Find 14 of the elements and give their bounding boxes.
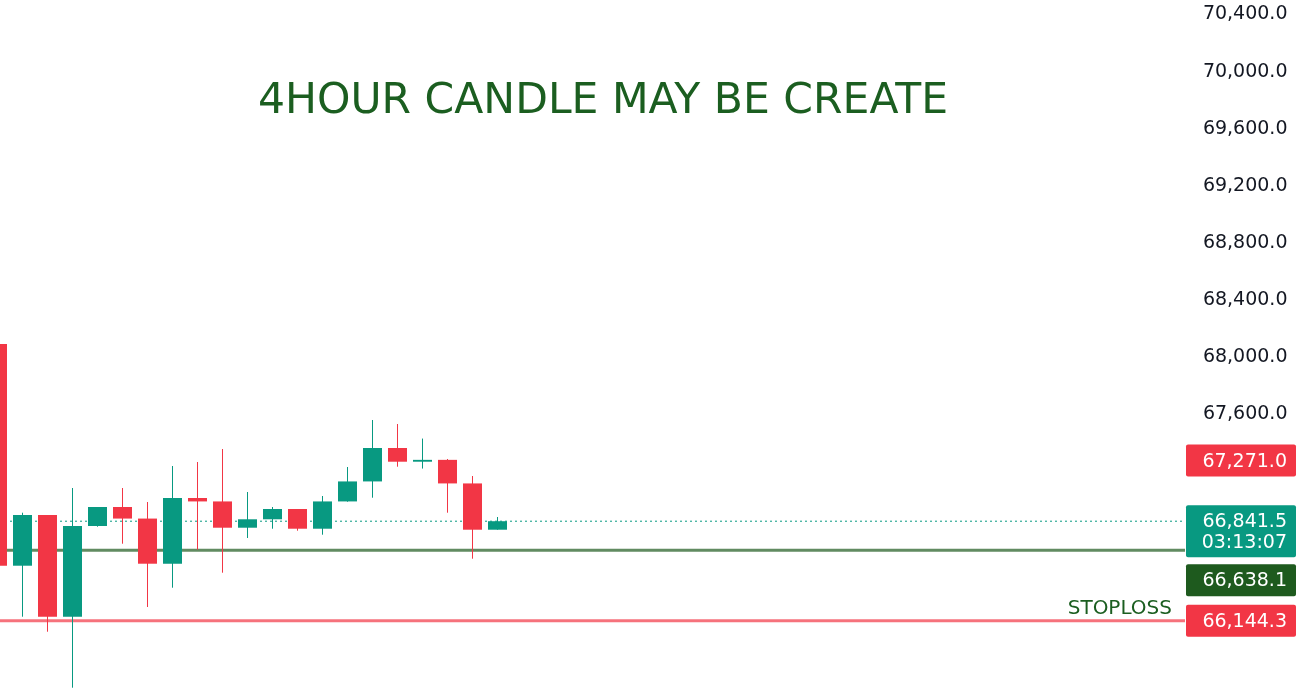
y-tick-label: 68,000.0 [1202, 344, 1288, 367]
y-tick-label: 68,800.0 [1202, 229, 1288, 252]
y-tick-label: 70,000.0 [1202, 58, 1288, 81]
ref-line-label: 66,144.3 [1202, 608, 1287, 631]
y-tick-label: 69,200.0 [1202, 172, 1288, 195]
ref-line-label: 66,638.1 [1202, 568, 1287, 591]
text: 67,271.0 [1202, 448, 1287, 471]
y-tick-label: 69,600.0 [1202, 115, 1288, 138]
ref-line-label: 66,841.5 03:13:07 [1201, 509, 1287, 553]
y-tick-label: 67,600.0 [1202, 401, 1288, 424]
y-tick-label: 68,400.0 [1202, 287, 1288, 310]
y-tick-label: 70,400.0 [1202, 1, 1288, 24]
text: 4HOUR CANDLE MAY BE CREATE [258, 74, 948, 123]
annotation: STOPLOSS [1067, 594, 1172, 619]
